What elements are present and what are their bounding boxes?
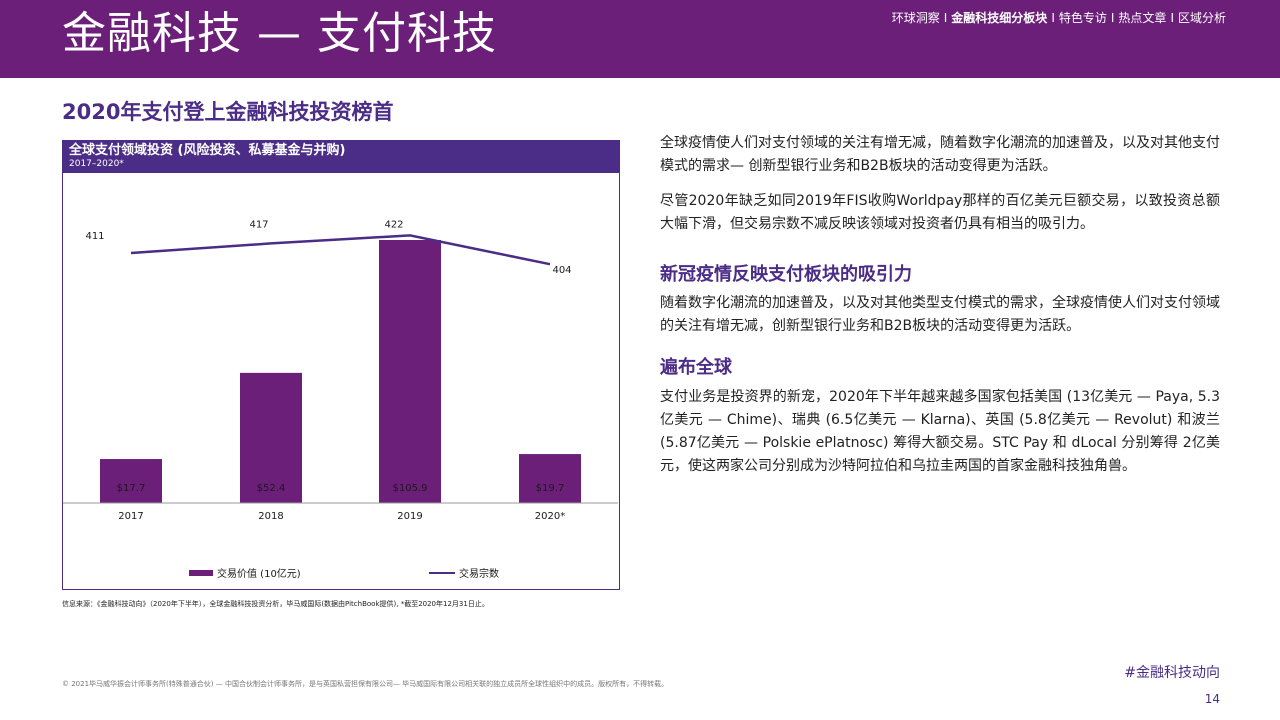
nav-item-fintech-segments[interactable]: 金融科技细分板块 bbox=[951, 11, 1048, 25]
chart-source-note: 信息来源：《金融科技动向》（2020年下半年），全球金融科技投资分析，毕马威国际… bbox=[62, 600, 489, 608]
nav-item-regional[interactable]: 区域分析 bbox=[1177, 11, 1226, 25]
paragraph-4: 支付业务是投资界的新宠，2020年下半年越来越多国家包括美国 (13亿美元 — … bbox=[660, 389, 1220, 474]
line-point-label: 422 bbox=[384, 219, 403, 230]
subheading-global: 遍布全球 bbox=[660, 357, 732, 378]
nav-item-interviews[interactable]: 特色专访 bbox=[1058, 11, 1107, 25]
paragraph-2: 尽管2020年缺乏如同2019年FIS收购Worldpay那样的百亿美元巨额交易… bbox=[660, 193, 1220, 232]
chart-header: 全球支付领域投资 (风险投资、私募基金与并购) 2017–2020* bbox=[63, 141, 619, 173]
chart-title: 全球支付领域投资 (风险投资、私募基金与并购) bbox=[69, 143, 346, 158]
page-title: 金融科技 — 支付科技 bbox=[62, 8, 497, 59]
chart-subtitle: 2017–2020* bbox=[69, 159, 124, 169]
bar-value-label: $105.9 bbox=[393, 483, 428, 494]
nav-separator: I bbox=[1051, 11, 1055, 25]
copyright-footer: © 2021毕马威华振会计师事务所(特殊普通合伙) — 中国合伙制会计师事务所，… bbox=[62, 680, 669, 688]
line-point-label: 411 bbox=[85, 231, 104, 242]
bar bbox=[519, 454, 581, 503]
bar bbox=[379, 240, 441, 503]
top-nav: 环球洞察 I 金融科技细分板块 I 特色专访 I 热点文章 I 区域分析 bbox=[892, 10, 1226, 26]
subheading-attractiveness: 新冠疫情反映支付板块的吸引力 bbox=[660, 264, 912, 285]
bar bbox=[100, 459, 162, 503]
nav-item-articles[interactable]: 热点文章 bbox=[1118, 11, 1167, 25]
section-title: 2020年支付登上金融科技投资榜首 bbox=[62, 100, 394, 124]
nav-item-global-insights[interactable]: 环球洞察 bbox=[891, 11, 940, 25]
series-line-deal-count bbox=[130, 234, 551, 266]
legend-item-count: 交易宗数 bbox=[429, 565, 499, 580]
hashtag-link[interactable]: #金融科技动向 bbox=[1124, 665, 1220, 681]
bar bbox=[240, 372, 302, 503]
x-tick-label: 2019 bbox=[397, 511, 422, 522]
legend-bar-swatch bbox=[189, 569, 213, 576]
paragraph-3: 随着数字化潮流的加速普及，以及对其他类型支付模式的需求，全球疫情使人们对支付领域… bbox=[660, 295, 1220, 334]
x-tick-label: 2020* bbox=[535, 511, 565, 522]
nav-separator: I bbox=[943, 11, 948, 25]
nav-separator: I bbox=[1170, 11, 1174, 25]
line-point-label: 417 bbox=[249, 219, 268, 230]
chart-legend: 交易价值 (10亿元) 交易宗数 bbox=[63, 565, 619, 581]
x-tick-label: 2018 bbox=[258, 511, 283, 522]
bar-value-label: $19.7 bbox=[536, 483, 565, 494]
bar-value-label: $52.4 bbox=[257, 483, 286, 494]
nav-separator: I bbox=[1110, 11, 1115, 25]
bar-value-label: $17.7 bbox=[117, 483, 146, 494]
page-number: 14 bbox=[1204, 692, 1220, 706]
paragraph-1: 全球疫情使人们对支付领域的关注有增无减，随着数字化潮流的加速普及，以及对其他支付… bbox=[660, 135, 1220, 174]
x-tick-label: 2017 bbox=[118, 511, 143, 522]
legend-item-value: 交易价值 (10亿元) bbox=[189, 565, 301, 580]
header-bar: 金融科技 — 支付科技 环球洞察 I 金融科技细分板块 I 特色专访 I 热点文… bbox=[0, 0, 1280, 78]
line-point-label: 404 bbox=[552, 265, 571, 276]
legend-line-swatch bbox=[429, 571, 455, 574]
legend-label-count: 交易宗数 bbox=[459, 569, 499, 580]
chart-plot: $17.7 $52.4 $105.9 $19.7 2017 2018 2019 2020* 41… bbox=[63, 219, 618, 522]
legend-label-value: 交易价值 (10亿元) bbox=[217, 569, 301, 580]
chart-panel: 全球支付领域投资 (风险投资、私募基金与并购) 2017–2020* $17.7… bbox=[62, 140, 620, 590]
